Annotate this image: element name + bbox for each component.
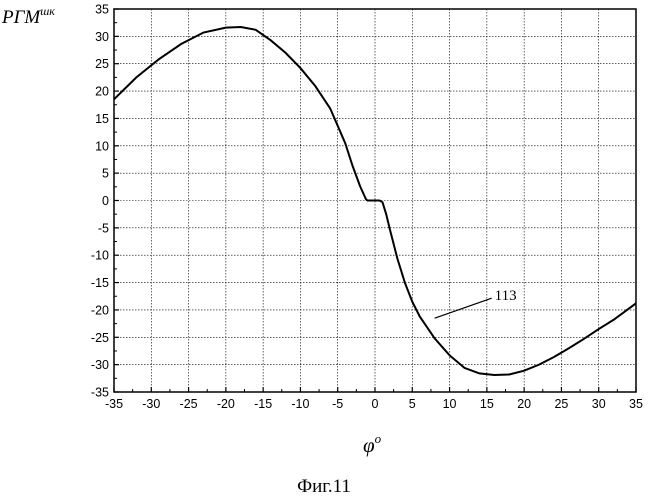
y-tick-label: -25 [91,331,109,345]
annotation-leader-line [435,298,492,318]
y-tick-label: -15 [91,276,109,290]
x-tick-label: -25 [180,397,198,411]
y-tick-label: 25 [95,57,109,71]
y-tick-label: -10 [91,249,109,263]
x-tick-label: 30 [592,397,606,411]
y-tick-label: 20 [95,85,109,99]
y-tick-labels: 35302520151050-5-10-15-20-25-30-35 [91,3,109,400]
x-tick-label: 35 [629,397,643,411]
x-tick-label: 10 [443,397,457,411]
x-tick-label: -30 [142,397,160,411]
y-tick-label: -20 [91,303,109,317]
x-tick-label: -35 [105,397,123,411]
x-tick-label: 15 [480,397,494,411]
figure-caption: Фиг.11 [297,476,351,497]
y-tick-label: 10 [95,139,109,153]
x-tick-label: 25 [554,397,568,411]
annotation-label: 113 [495,288,517,304]
x-tick-labels: -35 -30 -25 -20 -15 -10 -5 0 5 10 15 20 25 30 35 [105,397,643,411]
y-tick-label: 30 [95,30,109,44]
x-tick-label: -10 [291,397,309,411]
x-axis-label: φo [363,431,382,457]
y-tick-label: 15 [95,112,109,126]
x-axis-label-superscript: o [375,431,382,446]
x-axis-label-main: φ [363,433,375,457]
y-tick-label: 5 [102,167,109,181]
x-tick-label: -20 [217,397,235,411]
x-tick-label: 5 [409,397,416,411]
y-tick-label: -5 [98,221,109,235]
x-tick-label: -5 [332,397,343,411]
y-tick-label: -30 [91,358,109,372]
x-tick-label: -15 [254,397,272,411]
y-axis-label: PΓMшк [1,4,55,28]
x-tick-label: 0 [372,397,379,411]
y-axis-label-main: PΓM [1,7,41,28]
y-tick-label: 0 [102,194,109,208]
y-tick-label: 35 [95,3,109,17]
x-tick-label: 20 [517,397,531,411]
y-axis-label-superscript: шк [40,4,55,18]
